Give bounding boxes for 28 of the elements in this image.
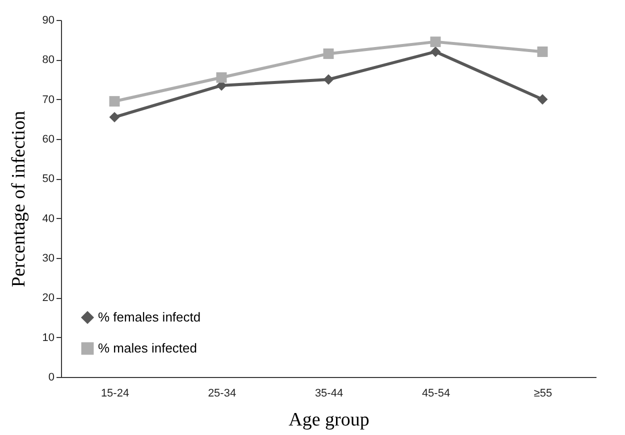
point [537,46,548,57]
y-tick-label: 30 [42,252,54,264]
x-tick-label: 25-34 [208,388,236,400]
point [216,72,227,83]
point [109,96,120,107]
y-tick-label: 50 [42,173,54,186]
y-tick-label: 20 [42,292,54,304]
y-tick-label: 10 [42,332,54,344]
x-tick-label: 45-54 [422,388,450,400]
point [323,48,334,59]
point [537,94,548,105]
y-tick-label: 0 [48,372,54,384]
y-tick-label: 70 [42,94,54,106]
y-tick-label: 80 [42,54,54,66]
x-tick-label: ≥55 [534,388,552,400]
y-axis-title: Percentage of infection [8,110,30,288]
point [430,46,441,57]
y-tick-label: 90 [42,14,54,26]
x-axis-title: Age group [288,410,370,430]
y-tick-label: 40 [42,212,54,225]
y-tick-label: 60 [42,134,54,146]
legend-label: % males infected [98,340,197,356]
point [323,74,334,85]
x-tick-label: 15-24 [100,388,130,400]
x-tick-label: 35-44 [314,388,344,400]
point [109,112,120,122]
point [430,36,441,48]
legend-label: % females infectd [98,310,201,324]
